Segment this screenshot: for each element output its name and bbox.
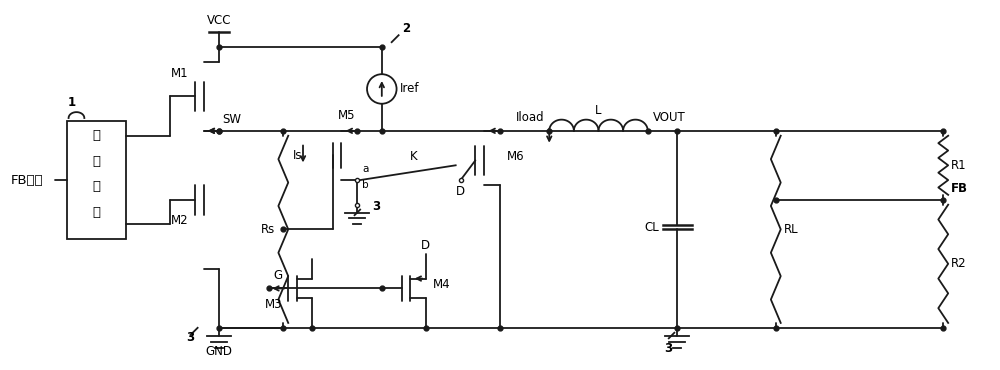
Text: Iload: Iload <box>516 111 544 124</box>
Text: L: L <box>595 104 602 117</box>
Text: M2: M2 <box>171 214 189 228</box>
Text: 控: 控 <box>92 181 100 194</box>
Text: M3: M3 <box>265 298 282 311</box>
Text: 3: 3 <box>372 200 380 213</box>
Text: b: b <box>362 180 369 190</box>
Text: GND: GND <box>206 346 233 359</box>
Text: 3: 3 <box>187 331 195 344</box>
Text: D: D <box>421 239 430 252</box>
Text: 2: 2 <box>402 22 410 35</box>
Text: G: G <box>273 269 283 282</box>
Text: 辑: 辑 <box>92 155 100 168</box>
Text: a: a <box>362 164 368 174</box>
Text: Rs: Rs <box>261 223 275 236</box>
Text: Is: Is <box>293 149 303 162</box>
Text: RL: RL <box>784 223 798 236</box>
Text: D: D <box>456 185 465 198</box>
Text: M5: M5 <box>337 109 355 122</box>
Text: M4: M4 <box>433 278 451 292</box>
Bar <box>67 121 126 239</box>
Text: SW: SW <box>222 113 241 126</box>
Text: K: K <box>410 150 418 164</box>
Text: 3: 3 <box>664 343 672 356</box>
Text: 1: 1 <box>67 96 76 109</box>
Text: VCC: VCC <box>207 14 232 27</box>
Text: R1: R1 <box>951 159 967 172</box>
Text: CL: CL <box>645 221 660 234</box>
Text: VOUT: VOUT <box>653 111 685 124</box>
Text: 逻: 逻 <box>92 129 100 142</box>
Text: FB: FB <box>951 182 968 195</box>
Text: M1: M1 <box>171 67 189 80</box>
Text: R2: R2 <box>951 257 967 270</box>
Text: 制: 制 <box>92 206 100 219</box>
Text: Iref: Iref <box>400 83 419 95</box>
Text: M6: M6 <box>507 150 525 164</box>
Text: FB信号: FB信号 <box>10 174 43 186</box>
